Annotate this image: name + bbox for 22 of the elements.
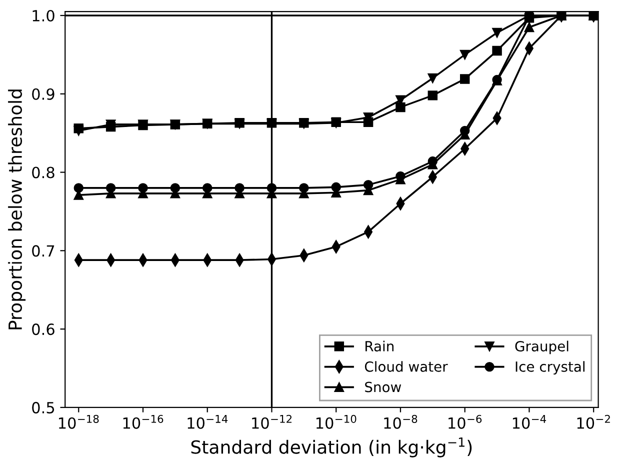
x-tick-label: 10$^{−18}$ bbox=[58, 414, 99, 429]
x-tick-label: 10$^{−16}$ bbox=[123, 414, 164, 429]
legend-label: Ice crystal bbox=[516, 361, 584, 375]
y-tick-label: 1.0 bbox=[32, 10, 54, 22]
x-tick-label: 10$^{−6}$ bbox=[448, 414, 482, 429]
x-tick-label: 10$^{−4}$ bbox=[512, 415, 546, 429]
x-axis-title: Standard deviation (in kg·kg$^{−1}$) bbox=[191, 438, 472, 458]
x-tick-label: 10$^{−8}$ bbox=[384, 414, 418, 429]
x-tick-label: 10$^{−12}$ bbox=[252, 414, 292, 429]
y-tick-label: 0.6 bbox=[32, 324, 54, 336]
legend-label: Snow bbox=[365, 382, 402, 392]
legend-label: Graupel bbox=[515, 340, 568, 354]
y-tick-label: 0.7 bbox=[32, 245, 54, 257]
y-tick-label: 0.8 bbox=[32, 166, 54, 178]
y-tick-label: 0.5 bbox=[32, 402, 54, 414]
x-tick-label: 10$^{−2}$ bbox=[577, 414, 610, 429]
legend-label: Cloud water bbox=[364, 361, 448, 372]
x-tick-label: 10$^{−10}$ bbox=[316, 414, 356, 429]
y-axis-title: Proportion below threshold bbox=[8, 90, 26, 330]
y-tick-label: 0.9 bbox=[32, 88, 54, 100]
x-tick-label: 10$^{−14}$ bbox=[188, 415, 228, 429]
legend-label: Rain bbox=[366, 340, 394, 352]
